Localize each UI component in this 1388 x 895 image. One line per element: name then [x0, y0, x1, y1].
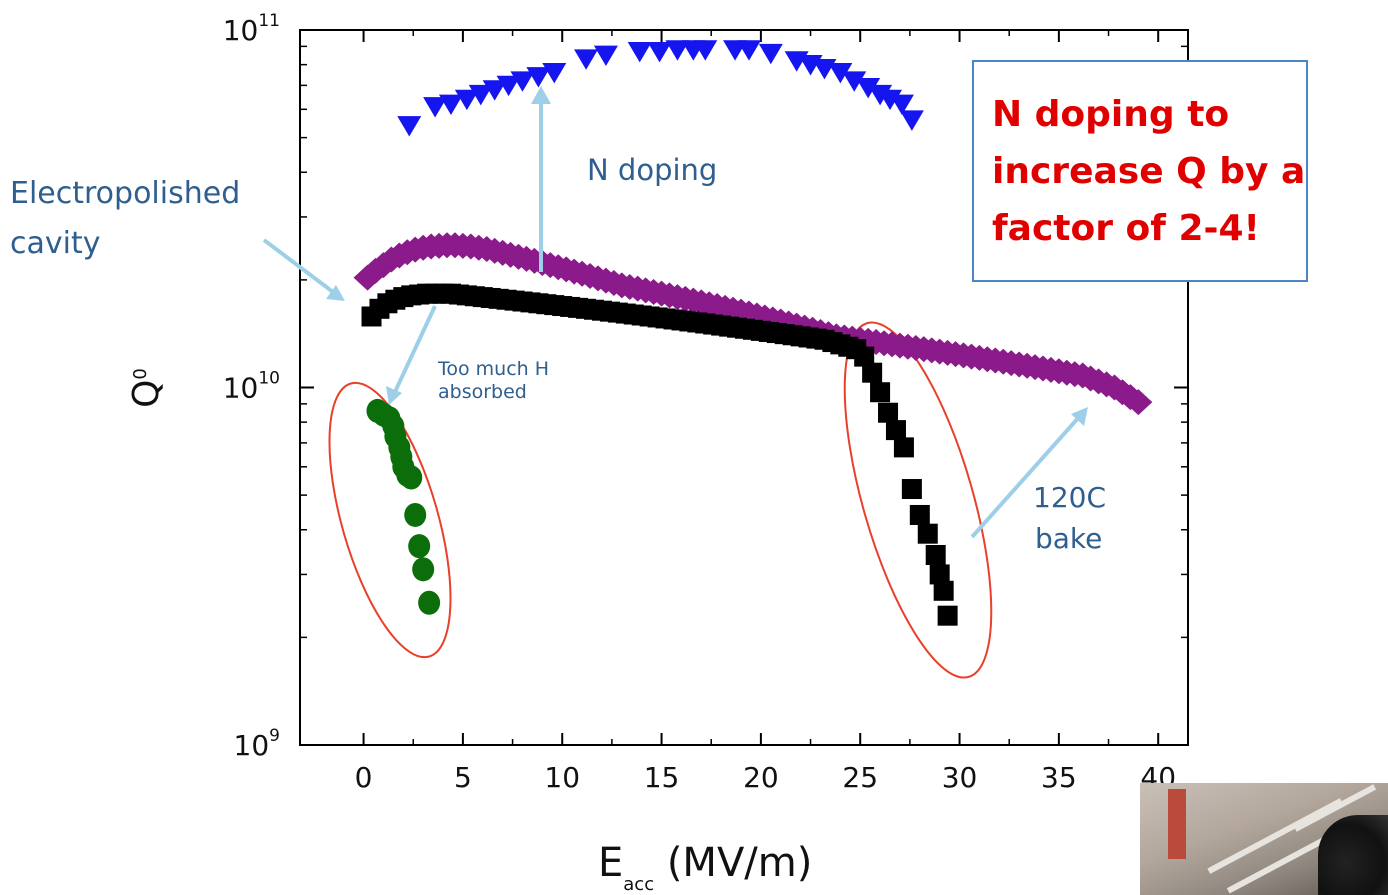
data-point-circle: [400, 465, 423, 490]
y-tick-label: 1010: [223, 369, 280, 405]
data-point-square: [870, 382, 891, 403]
data-point-triangle-down: [856, 78, 881, 99]
bake-label-line2: bake: [1035, 522, 1102, 555]
data-point-triangle-down: [454, 89, 479, 111]
too-much-h-arrow: [392, 305, 437, 395]
y-axis-label-sub: 0: [130, 368, 151, 379]
data-point-circle: [404, 502, 427, 527]
y-tick-labels: 109 1010 1011: [223, 11, 280, 762]
x-tick-label: 35: [1041, 761, 1077, 794]
data-point-diamond: [1124, 389, 1153, 416]
data-point-triangle-down: [574, 49, 599, 70]
data-point-square: [854, 346, 875, 367]
data-point-triangle-down: [468, 84, 493, 106]
data-point-triangle-down: [496, 75, 521, 97]
data-point-triangle-down: [899, 110, 924, 131]
y-axis-label: Q0: [126, 368, 167, 408]
x-axis-label-main: E: [598, 840, 623, 886]
data-point-triangle-down: [423, 97, 448, 118]
data-point-circle: [408, 534, 431, 559]
data-point-circle: [412, 557, 435, 582]
data-point-triangle-down: [842, 71, 867, 92]
data-point-triangle-down: [758, 43, 783, 65]
data-point-triangle-down: [647, 42, 672, 63]
data-point-triangle-down: [526, 67, 551, 88]
data-point-circle: [418, 590, 441, 615]
data-point-square: [937, 605, 958, 626]
svg-text:Q0: Q0: [126, 368, 167, 408]
data-point-square: [893, 437, 914, 458]
data-point-square: [909, 504, 930, 525]
data-point-square: [885, 420, 906, 441]
data-point-triangle-down: [593, 45, 618, 67]
data-point-triangle-down: [889, 94, 914, 116]
electropolished-label-line1: Electropolished: [10, 176, 240, 211]
data-point-square: [901, 479, 922, 500]
data-point-triangle-down: [828, 63, 853, 84]
photo-dark-fixture: [1318, 815, 1388, 895]
bake-label-line1: 120C: [1033, 481, 1106, 514]
x-tick-label: 0: [355, 761, 373, 794]
electropolished-arrowhead: [326, 285, 345, 301]
corner-photo: [1140, 783, 1388, 895]
data-point-square: [878, 402, 899, 423]
highlight-ellipses: [328, 321, 993, 679]
electropolished-arrow: [262, 238, 335, 294]
green-region-ellipse: [328, 381, 452, 659]
data-point-square: [917, 523, 938, 544]
data-series: [353, 40, 1153, 626]
data-point-triangle-down: [438, 94, 463, 116]
x-axis-label: Eacc (MV/m): [598, 840, 812, 895]
y-tick-label: 1011: [223, 11, 280, 47]
x-axis-label-unit: (MV/m): [654, 840, 812, 886]
x-axis-label-sub: acc: [623, 874, 654, 895]
x-tick-label: 30: [942, 761, 978, 794]
y-tick-label: 109: [234, 726, 280, 762]
data-point-triangle-down: [736, 40, 761, 61]
x-tick-labels: 0 5 10 15 20 25 30 35 40: [355, 761, 1176, 794]
x-tick-label: 15: [644, 761, 680, 794]
n-doping-label: N doping: [587, 153, 717, 187]
svg-text:Eacc (MV/m): Eacc (MV/m): [598, 840, 812, 895]
data-point-square: [929, 564, 950, 585]
too-much-h-label-line2: absorbed: [438, 381, 527, 403]
x-tick-label: 25: [842, 761, 878, 794]
data-point-triangle-down: [665, 40, 690, 61]
too-much-h-arrowhead: [386, 386, 402, 405]
data-point-triangle-down: [482, 80, 507, 101]
x-tick-label: 5: [454, 761, 472, 794]
data-point-triangle-down: [693, 40, 718, 61]
data-point-triangle-down: [542, 63, 567, 84]
data-point-triangle-down: [627, 42, 652, 63]
data-point-triangle-down: [397, 116, 422, 137]
headline-text: N doping to increase Q by a factor of 2-…: [992, 94, 1306, 249]
n-doping-arrowhead: [531, 86, 551, 104]
data-point-triangle-down: [510, 71, 535, 92]
y-axis-label-main: Q: [126, 380, 167, 408]
data-point-square: [933, 580, 954, 601]
annotation-arrows: [262, 86, 1088, 539]
x-tick-label: 10: [544, 761, 580, 794]
data-point-square: [862, 362, 883, 383]
quench-region-ellipse: [843, 321, 993, 679]
bake-arrow: [970, 414, 1082, 539]
too-much-h-label-line1: Too much H: [437, 358, 549, 380]
x-tick-label: 20: [743, 761, 779, 794]
data-point-square: [925, 544, 946, 565]
axis-ticks: [300, 29, 1188, 746]
headline-box: N doping to increase Q by a factor of 2-…: [972, 60, 1308, 282]
photo-red-tag: [1168, 789, 1186, 859]
bake-arrowhead: [1071, 407, 1088, 426]
electropolished-label-line2: cavity: [10, 226, 100, 261]
